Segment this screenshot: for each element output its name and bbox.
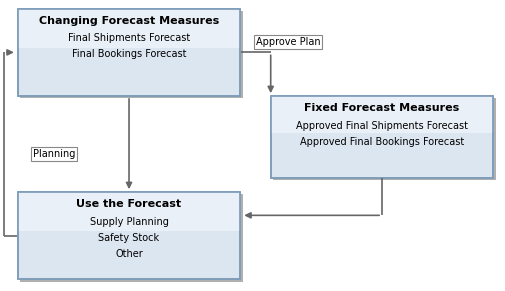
Text: Fixed Forecast Measures: Fixed Forecast Measures: [304, 103, 459, 113]
FancyBboxPatch shape: [18, 9, 240, 48]
Text: Approved Final Bookings Forecast: Approved Final Bookings Forecast: [299, 137, 463, 147]
Text: Approved Final Shipments Forecast: Approved Final Shipments Forecast: [295, 121, 467, 131]
Text: Planning: Planning: [33, 149, 75, 159]
FancyBboxPatch shape: [18, 9, 240, 96]
FancyBboxPatch shape: [270, 96, 492, 133]
Text: Final Bookings Forecast: Final Bookings Forecast: [72, 49, 186, 59]
Text: Safety Stock: Safety Stock: [98, 233, 159, 243]
FancyBboxPatch shape: [273, 98, 495, 180]
FancyBboxPatch shape: [20, 11, 242, 98]
Text: Use the Forecast: Use the Forecast: [76, 199, 181, 209]
FancyBboxPatch shape: [20, 194, 242, 282]
Text: Changing Forecast Measures: Changing Forecast Measures: [39, 16, 219, 26]
FancyBboxPatch shape: [270, 96, 492, 178]
Text: Supply Planning: Supply Planning: [89, 217, 168, 227]
Text: Approve Plan: Approve Plan: [255, 37, 320, 47]
Text: Other: Other: [115, 249, 142, 259]
FancyBboxPatch shape: [18, 192, 240, 279]
FancyBboxPatch shape: [18, 192, 240, 231]
Text: Final Shipments Forecast: Final Shipments Forecast: [68, 33, 190, 43]
